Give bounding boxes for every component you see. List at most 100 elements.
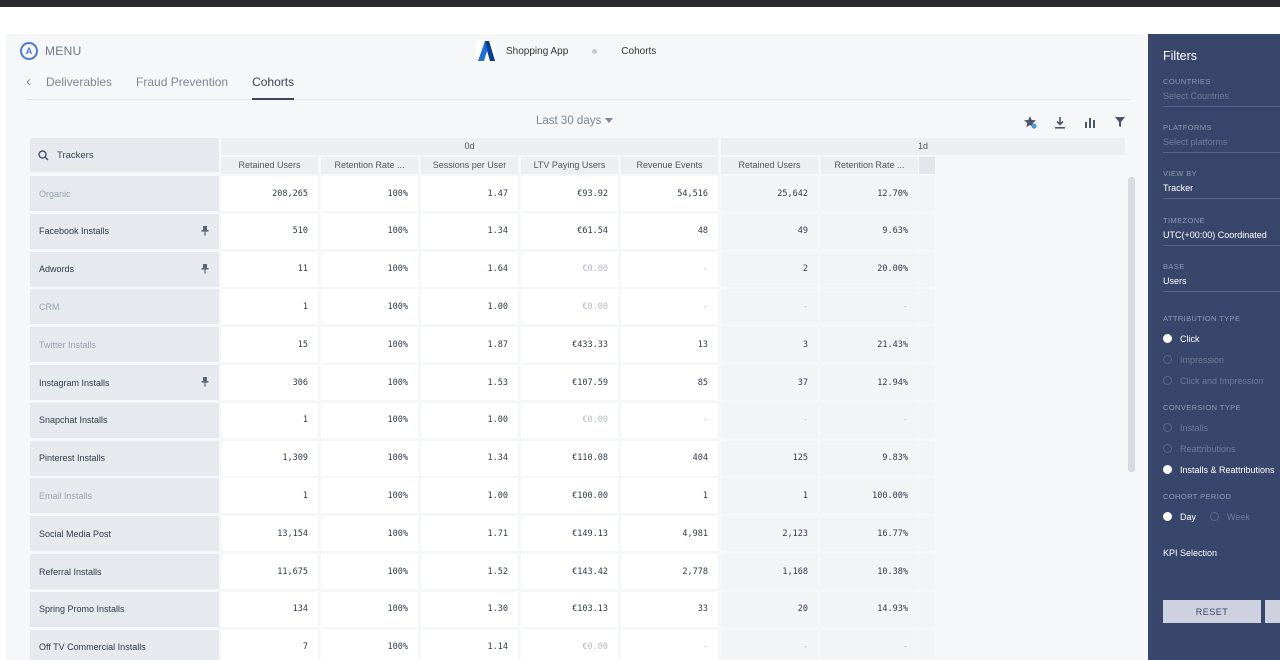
search-icon	[38, 149, 49, 161]
table-cell: €61.54	[521, 213, 618, 249]
tracker-name: CRM	[39, 301, 60, 312]
table-cell: -	[821, 402, 918, 438]
pin-icon[interactable]	[201, 377, 209, 389]
download-icon[interactable]	[1052, 114, 1068, 130]
platforms-filter[interactable]: PLATFORMS Select platforms	[1163, 123, 1280, 153]
table-cell: 2	[721, 251, 818, 287]
table-cell: 13,154	[221, 516, 318, 552]
radio-option[interactable]: Impression	[1163, 349, 1280, 370]
table-cell: 100%	[321, 365, 418, 400]
table-cell: 49	[721, 213, 818, 249]
table-cell: 100%	[321, 176, 418, 211]
radio-circle-icon[interactable]	[1163, 376, 1172, 385]
column-header[interactable]: Retained Users	[721, 157, 818, 174]
table-scrollbar[interactable]	[1128, 177, 1135, 472]
chart-icon[interactable]	[1082, 114, 1098, 130]
trackers-label: Trackers	[57, 149, 94, 161]
column-header[interactable]: LTV Paying Users	[521, 157, 618, 174]
column-header[interactable]: Retention Rate ...	[321, 157, 418, 174]
favorite-add-icon[interactable]	[1022, 114, 1038, 130]
radio-option[interactable]: Reattributions	[1163, 438, 1280, 459]
radio-circle-icon[interactable]	[1163, 465, 1172, 474]
period-dropdown[interactable]: Last 30 days	[536, 115, 614, 127]
column-header[interactable]: Sessions per User	[421, 157, 518, 174]
countries-select[interactable]: Select Countries	[1163, 91, 1280, 107]
table-cell-overflow	[919, 629, 935, 660]
radio-option[interactable]: Click	[1163, 328, 1280, 349]
table-cell: 12.70%	[821, 176, 918, 211]
table-cell: 10.38%	[821, 554, 918, 589]
tracker-row-label[interactable]: Twitter Installs	[30, 327, 219, 363]
browser-top-bar	[0, 0, 1280, 7]
filters-panel: Filters COUNTRIES Select Countries PLATF…	[1148, 34, 1280, 660]
tab-fraud-prevention[interactable]: Fraud Prevention	[136, 75, 229, 89]
tracker-row-label[interactable]: Social Media Post	[30, 516, 219, 552]
base-filter[interactable]: BASE Users	[1163, 262, 1280, 292]
column-header[interactable]: Retention Rate ...	[821, 157, 918, 174]
tracker-row-label[interactable]: CRM	[30, 289, 219, 325]
radio-option[interactable]: Click and Impression	[1163, 370, 1280, 391]
table-cell: 20.00%	[821, 251, 918, 287]
tracker-row-label[interactable]: Spring Promo Installs	[30, 591, 219, 627]
tracker-row-label[interactable]: Email Installs	[30, 478, 219, 514]
view-by-filter[interactable]: VIEW BY Tracker	[1163, 169, 1280, 199]
apply-button[interactable]	[1265, 600, 1280, 623]
back-chevron-icon[interactable]: ‹	[26, 73, 31, 90]
table-cell: 9.83%	[821, 440, 918, 476]
radio-option[interactable]: Installs & Reattributions	[1163, 459, 1280, 480]
menu-button[interactable]: A MENU	[20, 42, 82, 60]
radio-circle-icon[interactable]	[1210, 512, 1220, 521]
table-cell: 100%	[321, 327, 418, 363]
radio-option[interactable]: Installs	[1163, 417, 1280, 438]
tracker-row-label[interactable]: Off TV Commercial Installs	[30, 629, 219, 660]
table-cell: 9.63%	[821, 213, 918, 249]
column-header[interactable]: Retained Users	[221, 157, 318, 174]
app-main: A MENU Shopping App Cohorts ‹ Deliverabl…	[6, 34, 1148, 660]
timezone-select[interactable]: UTC(+00:00) Coordinated	[1163, 230, 1280, 246]
tracker-row-label[interactable]: Instagram Installs	[30, 365, 219, 400]
tracker-name: Email Installs	[39, 490, 93, 501]
view-by-select[interactable]: Tracker	[1163, 183, 1280, 199]
tracker-row-label[interactable]: Pinterest Installs	[30, 440, 219, 476]
tab-cohorts[interactable]: Cohorts	[252, 74, 295, 100]
table-cell: -	[721, 629, 818, 660]
radio-option[interactable]: Day	[1163, 506, 1196, 527]
table-cell: €0.00	[521, 629, 618, 660]
radio-circle-icon[interactable]	[1163, 512, 1172, 521]
base-select[interactable]: Users	[1163, 276, 1280, 292]
radio-label: Click	[1180, 333, 1200, 344]
radio-circle-icon[interactable]	[1163, 444, 1172, 453]
app-name[interactable]: Shopping App	[506, 45, 569, 57]
radio-circle-icon[interactable]	[1163, 355, 1172, 364]
tracker-row-label[interactable]: Adwords	[30, 251, 219, 287]
table-cell: €143.42	[521, 554, 618, 589]
pin-icon[interactable]	[201, 225, 209, 238]
separator-dot-icon	[592, 48, 598, 54]
table-cell: -	[621, 629, 718, 660]
countries-filter[interactable]: COUNTRIES Select Countries	[1163, 77, 1280, 107]
tracker-row-label[interactable]: Referral Installs	[30, 554, 219, 589]
reset-button[interactable]: RESET	[1163, 600, 1261, 623]
trackers-search[interactable]: Trackers	[30, 138, 219, 172]
kpi-selection[interactable]: KPI Selection	[1163, 548, 1218, 558]
tracker-name: Organic	[39, 188, 71, 199]
pin-icon[interactable]	[201, 263, 209, 276]
tracker-row-label[interactable]: Organic	[30, 176, 219, 211]
table-cell: 1.00	[421, 289, 518, 325]
platforms-select[interactable]: Select platforms	[1163, 137, 1280, 153]
radio-circle-icon[interactable]	[1163, 423, 1172, 432]
group-header-1d: 1d	[721, 138, 1125, 155]
tab-deliverables[interactable]: Deliverables	[46, 75, 113, 89]
table-cell-overflow	[919, 516, 935, 552]
radio-option[interactable]: Week	[1210, 506, 1250, 527]
tracker-row-label[interactable]: Facebook Installs	[30, 213, 219, 249]
table-cell: 306	[221, 365, 318, 400]
app-icon[interactable]	[476, 40, 496, 62]
radio-circle-icon[interactable]	[1163, 334, 1172, 343]
column-header[interactable]: Revenue Events	[621, 157, 718, 174]
platforms-label: PLATFORMS	[1163, 123, 1212, 132]
table-cell: -	[621, 251, 718, 287]
tracker-row-label[interactable]: Snapchat Installs	[30, 402, 219, 438]
timezone-filter[interactable]: TIMEZONE UTC(+00:00) Coordinated	[1163, 216, 1280, 246]
filter-icon[interactable]	[1112, 114, 1128, 130]
